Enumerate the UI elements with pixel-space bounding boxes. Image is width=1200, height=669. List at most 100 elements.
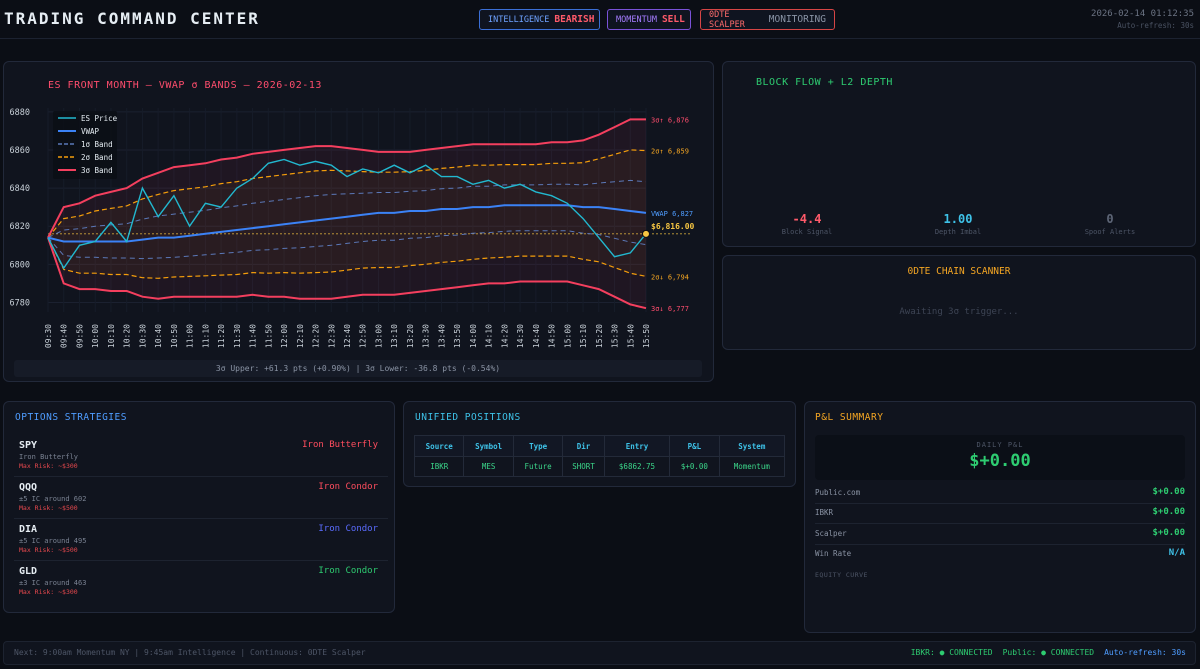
- x-tick-label: 11:20: [217, 324, 226, 348]
- column-header[interactable]: P&L: [669, 435, 720, 457]
- x-tick-label: 09:30: [44, 324, 53, 348]
- badge-value: BEARISH: [554, 14, 595, 25]
- chain-scanner-title: 0DTE CHAIN SCANNER: [907, 266, 1011, 277]
- band-2sigma-lower: [47, 237, 647, 279]
- x-tick-label: 14:40: [532, 324, 541, 348]
- scalper-status-badge[interactable]: 0DTE SCALPER MONITORING: [700, 9, 835, 30]
- x-tick-label: 12:00: [280, 324, 289, 348]
- pnl-row-label: Public.com: [815, 488, 861, 497]
- x-tick-label: 12:50: [359, 324, 368, 348]
- chart-lines: [47, 118, 690, 310]
- x-tick-label: 15:30: [611, 324, 620, 348]
- cell-source: IBKR: [413, 456, 465, 477]
- legend-label: ES Price: [81, 114, 118, 123]
- daily-pnl-label: DAILY P&L: [976, 441, 1024, 449]
- x-tick-label: 13:20: [406, 324, 415, 348]
- pnl-row-label: IBKR: [815, 508, 834, 517]
- badge-label: MOMENTUM: [616, 14, 657, 25]
- cell-type: Future: [512, 456, 564, 477]
- vwap-chart-title: ES FRONT MONTH — VWAP σ BANDS — 2026-02-…: [48, 80, 322, 91]
- public-connection-status: Public: ● CONNECTED: [1002, 648, 1095, 657]
- cell-symbol: MES: [463, 456, 514, 477]
- header-refresh-text: Auto-refresh: 30s: [1117, 21, 1194, 30]
- stat-value: 0: [1106, 212, 1114, 226]
- x-tick-label: 10:50: [170, 324, 179, 348]
- daily-pnl-box: [815, 435, 1185, 480]
- lower-2sigma-label: 2σ↓ 6,794: [651, 273, 689, 281]
- chart-legend: ES Price VWAP 1σ Band 2σ Band 3σ Band: [53, 111, 118, 179]
- strategy-symbol: SPY: [19, 440, 38, 451]
- pnl-row-public: Public.com $+0.00: [815, 484, 1185, 504]
- x-tick-label: 10:10: [107, 324, 116, 348]
- lower-3sigma-label: 3σ↓ 6,777: [651, 305, 689, 313]
- block-flow-panel: [722, 61, 1196, 247]
- intelligence-status-badge[interactable]: INTELLIGENCE BEARISH: [479, 9, 600, 30]
- x-tick-label: 13:00: [374, 324, 383, 348]
- pnl-row-win-rate: Win Rate N/A: [815, 545, 1185, 565]
- strategy-symbol: GLD: [19, 566, 38, 577]
- x-tick-label: 13:40: [437, 324, 446, 348]
- options-strategies-title: OPTIONS STRATEGIES: [15, 412, 127, 423]
- strategy-description: ±5 IC around 495: [19, 537, 87, 545]
- pnl-row-label: Scalper: [815, 529, 847, 538]
- block-flow-title: BLOCK FLOW + L2 DEPTH: [756, 77, 893, 88]
- pnl-row-label: Win Rate: [815, 549, 852, 558]
- daily-pnl-value: $+0.00: [969, 451, 1031, 471]
- strategy-description: Iron Butterfly: [19, 453, 79, 461]
- x-tick-label: 14:50: [548, 324, 557, 348]
- y-tick-label: 6860: [10, 146, 30, 156]
- x-tick-label: 10:00: [91, 324, 100, 348]
- momentum-status-badge[interactable]: MOMENTUM SELL: [607, 9, 691, 30]
- vwap-line: [47, 204, 647, 243]
- x-tick-label: 14:20: [500, 324, 509, 348]
- x-tick-label: 12:20: [312, 324, 321, 348]
- x-tick-label: 09:40: [60, 324, 69, 348]
- cell-pnl: $+0.00: [669, 456, 720, 477]
- strategy-type: Iron Condor: [318, 524, 378, 534]
- table-row[interactable]: IBKR MES Future SHORT $6862.75 $+0.00 Mo…: [413, 456, 786, 477]
- chain-scanner-panel: [722, 255, 1196, 350]
- pnl-row-value: $+0.00: [1152, 528, 1185, 538]
- unified-positions-title: UNIFIED POSITIONS: [415, 412, 521, 423]
- x-tick-label: 14:30: [516, 324, 525, 348]
- price-line: [47, 158, 647, 270]
- strategy-item-gld[interactable]: GLD ±3 IC around 463 Max Risk: ~$300 Iro…: [14, 562, 388, 603]
- pnl-row-value: $+0.00: [1152, 487, 1185, 497]
- stat-value: 1.00: [943, 212, 973, 226]
- strategy-item-dia[interactable]: DIA ±5 IC around 495 Max Risk: ~$500 Iro…: [14, 520, 388, 561]
- column-header[interactable]: Source: [413, 435, 465, 457]
- chart-grid: [47, 108, 647, 312]
- pnl-row-value: $+0.00: [1152, 507, 1185, 517]
- strategy-item-spy[interactable]: SPY Iron Butterfly Max Risk: ~$300 Iron …: [14, 436, 388, 477]
- pnl-summary-title: P&L SUMMARY: [815, 412, 884, 423]
- upper-2sigma-label: 2σ↑ 6,859: [651, 148, 689, 156]
- legend-box: [53, 111, 117, 179]
- y-tick-label: 6780: [10, 298, 30, 308]
- column-header[interactable]: Type: [512, 435, 564, 457]
- column-header[interactable]: Symbol: [463, 435, 514, 457]
- header-divider: [0, 38, 1200, 39]
- strategy-item-qqq[interactable]: QQQ ±5 IC around 602 Max Risk: ~$500 Iro…: [14, 478, 388, 519]
- column-header[interactable]: System: [718, 435, 786, 457]
- strategy-max-risk: Max Risk: ~$300: [19, 462, 78, 470]
- strategy-max-risk: Max Risk: ~$500: [19, 546, 78, 554]
- cell-entry: $6862.75: [603, 456, 671, 477]
- x-tick-label: 10:20: [123, 324, 132, 348]
- stat-value: -4.4: [792, 212, 822, 226]
- band-1sigma-upper: [47, 179, 647, 239]
- sigma-range-summary: 3σ Upper: +61.3 pts (+0.90%) | 3σ Lower:…: [14, 360, 702, 377]
- band-2sigma-upper: [47, 149, 647, 238]
- x-tick-label: 13:50: [453, 324, 462, 348]
- x-tick-label: 13:10: [390, 324, 399, 348]
- badge-value: MONITORING: [768, 14, 826, 25]
- cell-system: Momentum: [718, 456, 786, 477]
- x-tick-label: 09:50: [75, 324, 84, 348]
- strategy-type: Iron Butterfly: [302, 440, 378, 450]
- x-axis-ticks: 09:30 09:40 09:50 10:00 10:10 10:20 10:30 10:40…: [44, 324, 651, 348]
- x-tick-label: 10:40: [154, 324, 163, 348]
- x-tick-label: 12:40: [343, 324, 352, 348]
- stat-label: Depth Imbal: [934, 228, 982, 236]
- y-axis-ticks: 6780 6800 6820 6840 6860 6880: [10, 108, 30, 309]
- column-header[interactable]: Entry: [603, 435, 671, 457]
- column-header[interactable]: Dir: [562, 435, 605, 457]
